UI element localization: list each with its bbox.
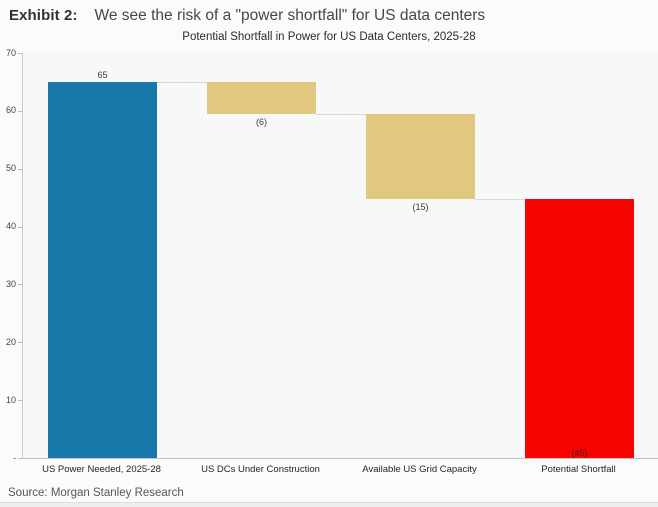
x-category-label: Potential Shortfall — [541, 464, 616, 475]
y-tick-label: 40 — [5, 221, 16, 232]
y-tick-label: 70 — [5, 47, 16, 58]
y-tick-mark — [18, 342, 23, 344]
y-tick-label: 30 — [5, 278, 16, 289]
y-tick-mark — [18, 53, 23, 54]
exhibit-header: Exhibit 2: We see the risk of a "power s… — [9, 7, 485, 25]
x-category-label: Available US Grid Capacity — [362, 464, 477, 475]
connector-line — [474, 199, 526, 201]
y-tick-mark — [18, 400, 23, 402]
bar-value-label: (15) — [412, 202, 429, 213]
y-tick-mark — [18, 226, 23, 228]
y-tick-mark — [18, 168, 23, 170]
y-tick-mark — [18, 110, 23, 112]
x-category-label: US Power Needed, 2025-28 — [42, 464, 161, 475]
y-tick-label: 20 — [5, 336, 16, 347]
y-tick-mark — [18, 284, 23, 286]
bar-value-label: 65 — [97, 69, 108, 80]
plot-area: 65 (6) (15) (45) — [18, 53, 658, 459]
y-tick-mark — [18, 458, 23, 459]
connector-line — [156, 81, 208, 83]
bar-value-label: (45) — [571, 448, 588, 458]
bar-value-label: (6) — [256, 116, 267, 127]
exhibit-label: Exhibit 2: — [9, 7, 78, 24]
bar-4 — [525, 199, 634, 458]
x-axis-labels: US Power Needed, 2025-28 US DCs Under Con… — [22, 464, 658, 475]
exhibit-headline: We see the risk of a "power shortfall" f… — [94, 7, 486, 24]
bar-1 — [48, 81, 157, 458]
bar-2 — [207, 81, 316, 114]
x-category-label: US DCs Under Construction — [201, 464, 320, 475]
y-tick-label: 60 — [5, 105, 16, 116]
y-tick-label: - — [13, 452, 16, 463]
y-tick-label: 50 — [5, 163, 16, 174]
y-tick-label: 10 — [5, 394, 16, 405]
source-text: Source: Morgan Stanley Research — [8, 487, 184, 499]
connector-line — [315, 113, 367, 115]
chart-title: Potential Shortfall in Power for US Data… — [182, 31, 476, 43]
bar-3 — [366, 113, 475, 200]
bottom-edge-strip — [0, 502, 658, 507]
y-axis: 70 60 50 40 30 20 10 - — [0, 48, 17, 463]
